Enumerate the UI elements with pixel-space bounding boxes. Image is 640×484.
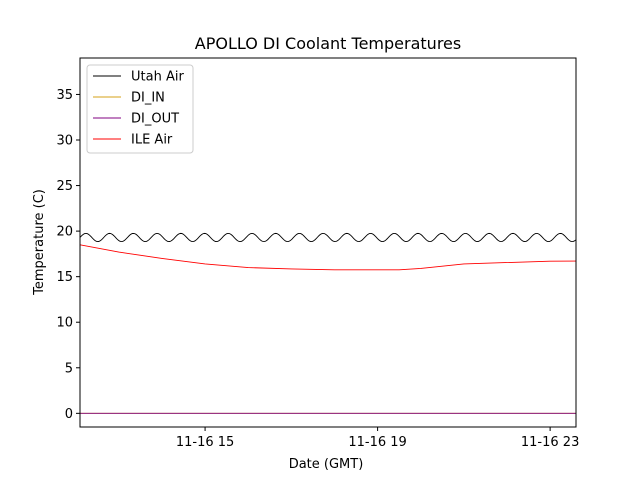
legend-label-ile-air: ILE Air [131,133,173,148]
series-line-ile-air [80,244,576,271]
legend-label-di-in: DI_IN [131,91,165,106]
legend: Utah Air DI_IN DI_OUT ILE Air [86,64,194,154]
y-tick-label-4: 20 [56,225,73,240]
legend-box [86,64,194,154]
x-tick-label-2: 11-16 23 [521,435,579,450]
series-lines [80,232,576,414]
y-tick-label-5: 25 [56,179,73,194]
plot-frame [79,57,577,428]
y-axis-label: Temperature (C) [32,189,47,296]
y-tick-label-1: 5 [65,361,73,376]
y-tick-label-7: 35 [56,88,73,103]
legend-label-utah-air: Utah Air [131,70,184,85]
series-line-utah-air [80,232,576,243]
chart-title: APOLLO DI Coolant Temperatures [195,34,461,53]
y-tick-label-6: 30 [56,134,73,149]
x-tick-label-0: 11-16 15 [176,435,234,450]
x-axis-label: Date (GMT) [289,457,364,472]
legend-label-di-out: DI_OUT [131,112,179,127]
y-tick-label-3: 15 [56,270,73,285]
y-tick-label-0: 0 [65,407,73,422]
y-tick-label-2: 10 [56,316,73,331]
x-tick-label-1: 11-16 19 [348,435,406,450]
